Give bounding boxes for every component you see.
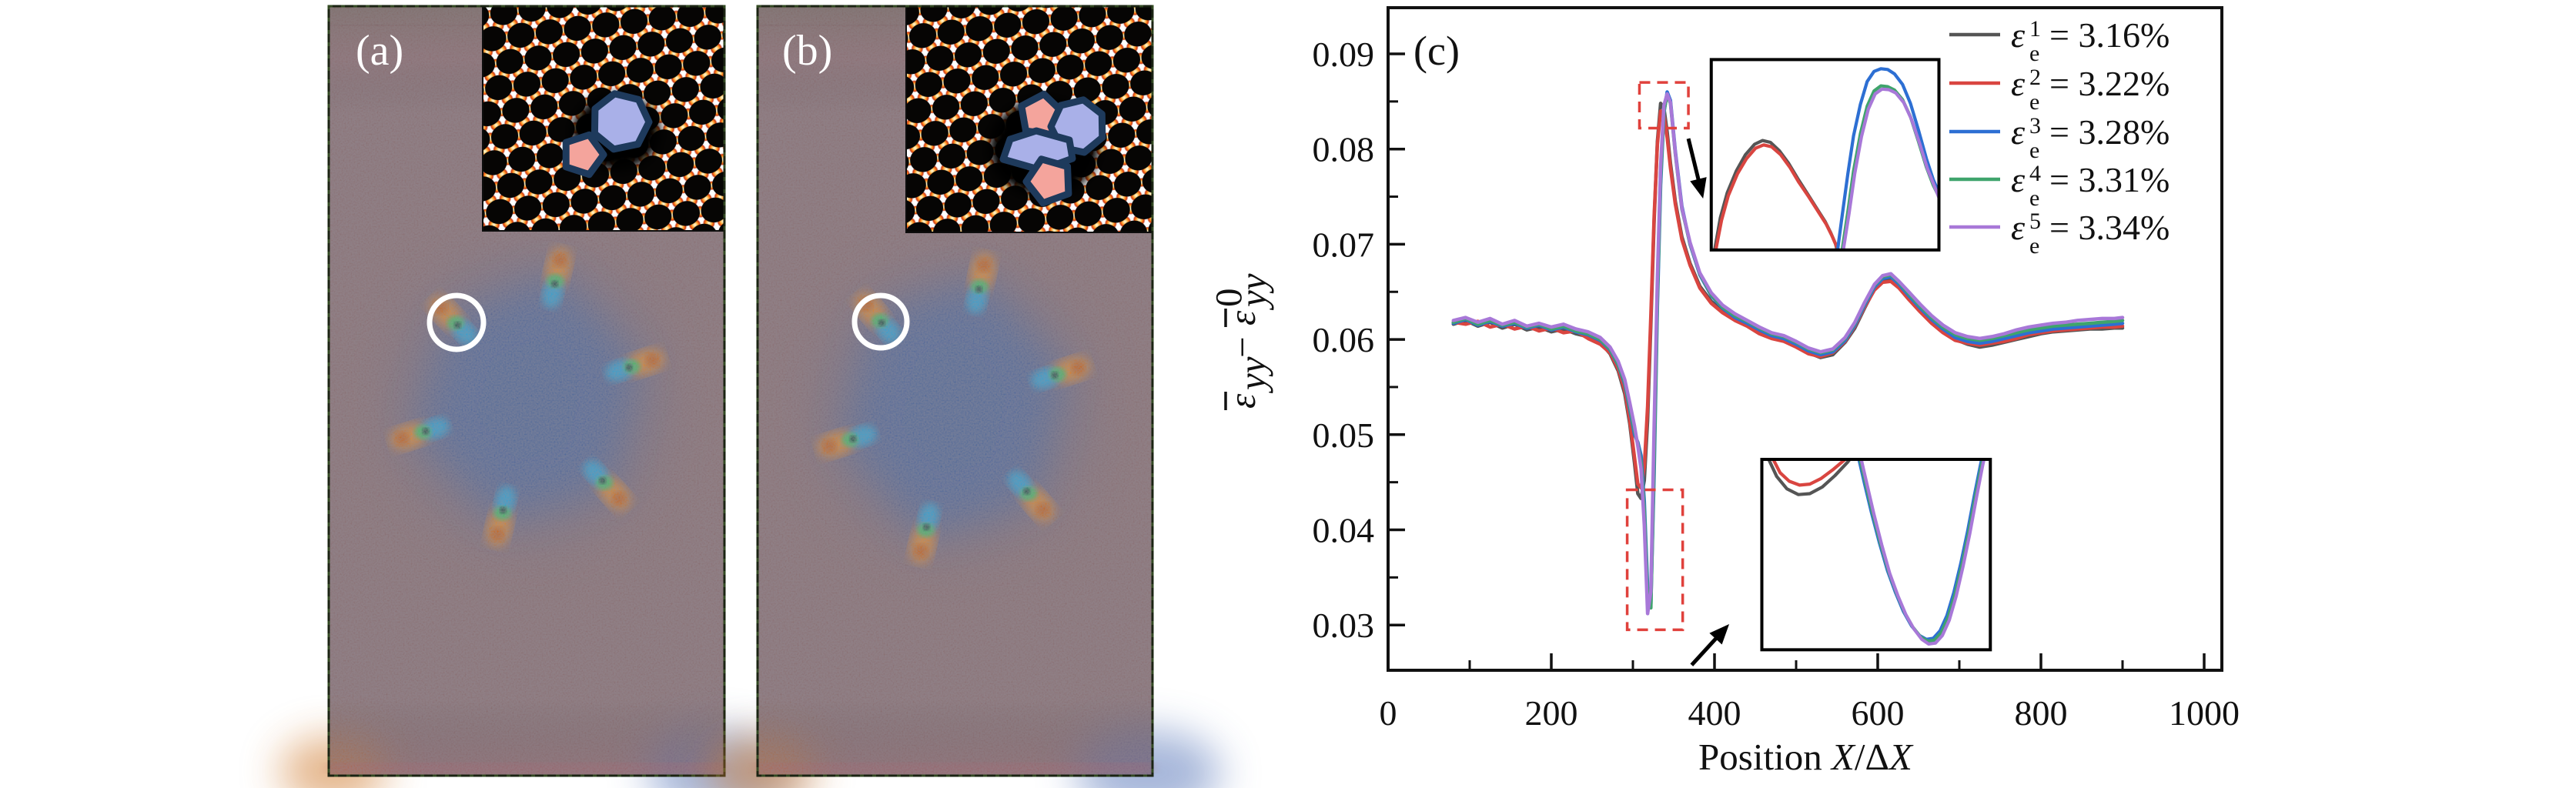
zoom-inset-curves	[1767, 459, 1986, 646]
defect-pentagon-highlight	[1022, 155, 1072, 207]
panel-border-green-speckle	[756, 5, 1154, 777]
zoom-inset-curve	[1714, 143, 1840, 250]
dashed-highlight-box	[1625, 488, 1684, 632]
legend-symbol: ε	[2011, 15, 2026, 55]
x-tick-label: 600	[1852, 693, 1905, 733]
annotation-arrow-shaft	[1690, 633, 1721, 666]
legend-symbol: ε	[2011, 64, 2026, 103]
zoom-inset-2	[1760, 457, 1992, 652]
legend-value: = 3.31%	[2049, 160, 2170, 199]
x-tick-label: 0	[1380, 693, 1397, 733]
legend-superscript: 4	[2029, 161, 2041, 186]
panel-border-green-speckle	[327, 5, 726, 777]
zoom-inset-curve	[1767, 459, 1852, 496]
legend-superscript: 3	[2029, 113, 2041, 139]
lattice-inset	[905, 5, 1153, 233]
annotation-arrow-shaft	[1686, 138, 1702, 186]
zoom-inset-curve	[1842, 87, 1939, 250]
y-axis-label-part: yy	[1231, 356, 1273, 394]
y-axis-label-part: ε	[1221, 310, 1263, 326]
zoom-inset-background	[1761, 459, 1991, 650]
dislocation-highlight-circle	[427, 292, 487, 352]
panel-b-strain-map	[708, 5, 1221, 788]
legend-entry: ε 3e = 3.28%	[1949, 112, 2170, 163]
zoom-inset-curves	[1713, 67, 1939, 250]
legend-subscript: e	[2029, 41, 2039, 66]
zoom-inset-1	[1709, 58, 1941, 252]
legend-value: = 3.34%	[2049, 208, 2170, 247]
legend-entry: ε 4e = 3.31%	[1949, 160, 2170, 211]
series-curve-5	[1451, 92, 2125, 616]
legend-entry: ε 1e = 3.16%	[1949, 15, 2170, 66]
zoom-inset-curve	[1859, 459, 1986, 646]
legend-subscript: e	[2029, 185, 2039, 211]
legend-subscript: e	[2029, 138, 2039, 163]
series-curve-2	[1451, 109, 2125, 490]
legend-entry: ε 2e = 3.22%	[1949, 64, 2170, 115]
panel-b-label: (b)	[782, 27, 832, 75]
y-axis-label-part: 0	[1207, 289, 1250, 308]
y-axis-label-part: yy	[1232, 273, 1274, 311]
zoom-inset-border	[1709, 58, 1941, 252]
legend-symbol: ε	[2011, 112, 2026, 152]
dashed-highlight-box	[1638, 81, 1690, 130]
y-tick-label: 0.09	[1313, 35, 1375, 74]
zoom-inset-curve	[1835, 67, 1939, 250]
panel-a-strain-map	[279, 5, 793, 788]
annotation-arrow-head	[1690, 177, 1707, 199]
x-tick-label: 200	[1525, 693, 1578, 733]
legend-subscript: e	[2029, 89, 2039, 115]
legend-superscript: 2	[2029, 65, 2041, 90]
y-tick-label: 0.07	[1313, 225, 1375, 264]
defect-heptagon-highlight	[590, 90, 653, 153]
y-tick-label: 0.04	[1313, 511, 1375, 550]
x-tick-label: 400	[1688, 693, 1741, 733]
y-tick-label: 0.08	[1313, 130, 1375, 169]
y-tick-label: 0.05	[1313, 416, 1375, 455]
legend-superscript: 5	[2029, 209, 2041, 234]
y-axis-label-part: −	[1221, 336, 1263, 358]
y-axis-label-part: ε	[1221, 393, 1263, 409]
dislocation-highlight-circle	[851, 292, 910, 351]
legend-value: = 3.28%	[2049, 112, 2170, 152]
annotation-arrow-head	[1709, 623, 1730, 645]
zoom-inset-curve	[1771, 459, 1847, 487]
legend-entry: ε 5e = 3.34%	[1949, 208, 2170, 259]
chart-panel-c: 0.03 0.04 0.05 0.06 0.07 0.08 0.09 0 200 400 600 80…	[1207, 6, 2240, 778]
x-axis-label: Position X/ΔX	[1698, 736, 1914, 778]
zoom-inset-border	[1760, 457, 1992, 652]
legend-superscript: 1	[2029, 16, 2041, 42]
panel-a-label: (a)	[356, 27, 403, 75]
chart-panel-label: (c)	[1413, 28, 1460, 74]
x-tick-label: 1000	[2169, 693, 2240, 733]
x-tick-label: 800	[2015, 693, 2068, 733]
legend-subscript: e	[2029, 233, 2039, 259]
lattice-inset	[482, 5, 725, 232]
y-tick-label: 0.03	[1313, 606, 1375, 645]
legend-symbol: ε	[2011, 160, 2026, 199]
legend-symbol: ε	[2011, 208, 2026, 247]
legend-value: = 3.22%	[2049, 64, 2170, 103]
legend-value: = 3.16%	[2049, 15, 2170, 55]
defect-pentagon-highlight	[562, 131, 607, 179]
y-tick-label: 0.06	[1313, 320, 1375, 359]
